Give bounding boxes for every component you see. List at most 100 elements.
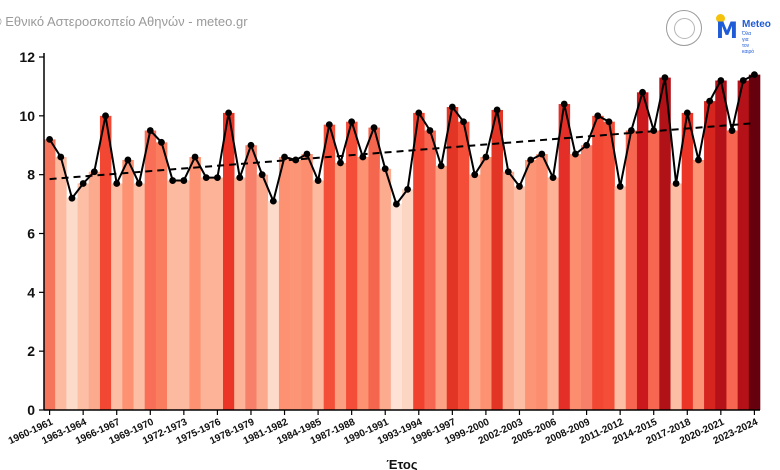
bar bbox=[558, 104, 571, 411]
data-point bbox=[258, 171, 266, 179]
data-point bbox=[247, 141, 255, 149]
bar bbox=[681, 112, 694, 411]
data-point bbox=[572, 150, 579, 158]
bar bbox=[603, 121, 615, 410]
data-point bbox=[359, 153, 367, 161]
data-point bbox=[751, 71, 758, 79]
data-point bbox=[728, 127, 736, 134]
data-point bbox=[370, 124, 378, 131]
data-point bbox=[236, 174, 244, 182]
bar bbox=[592, 115, 604, 410]
bar bbox=[334, 162, 347, 410]
data-point bbox=[605, 118, 613, 126]
bar bbox=[704, 101, 716, 410]
sun-icon bbox=[716, 14, 725, 23]
bar bbox=[301, 154, 313, 410]
data-point bbox=[650, 127, 658, 134]
bar bbox=[390, 204, 403, 410]
data-point bbox=[325, 121, 333, 129]
meteo-logo: M Meteo Όλα για τον καιρό bbox=[712, 14, 780, 55]
series-line bbox=[48, 73, 755, 207]
data-point bbox=[672, 180, 680, 187]
bar bbox=[189, 157, 201, 410]
bar bbox=[670, 183, 682, 410]
data-point bbox=[471, 171, 479, 179]
data-point bbox=[448, 103, 456, 111]
meteo-logo-tagline: Όλα για τον καιρό bbox=[742, 31, 755, 55]
data-point bbox=[124, 156, 132, 164]
bar bbox=[66, 198, 78, 410]
data-point bbox=[180, 177, 188, 184]
bar bbox=[368, 127, 380, 410]
bar bbox=[88, 171, 101, 410]
bar bbox=[357, 157, 369, 410]
y-tick-label: 0 bbox=[27, 402, 35, 418]
data-point bbox=[269, 197, 277, 205]
bar bbox=[144, 130, 157, 410]
bar bbox=[413, 112, 425, 411]
bar bbox=[245, 145, 257, 410]
bar bbox=[715, 80, 727, 411]
data-point bbox=[348, 118, 356, 126]
bar bbox=[636, 92, 649, 411]
data-point bbox=[202, 174, 210, 182]
data-point bbox=[57, 153, 65, 161]
data-point bbox=[225, 109, 232, 117]
data-point bbox=[437, 162, 445, 170]
data-point bbox=[415, 109, 423, 117]
bar bbox=[133, 183, 145, 410]
data-point bbox=[46, 135, 53, 143]
y-tick-label: 8 bbox=[27, 167, 35, 183]
data-point bbox=[504, 168, 512, 176]
data-point bbox=[616, 183, 624, 190]
data-point bbox=[158, 138, 165, 146]
bar bbox=[536, 154, 548, 410]
bar bbox=[502, 171, 515, 410]
bar bbox=[111, 183, 123, 410]
bar bbox=[346, 121, 358, 410]
bar bbox=[457, 121, 470, 410]
bar bbox=[659, 77, 671, 410]
bar bbox=[223, 112, 235, 411]
x-axis-label: Έτος bbox=[386, 457, 417, 470]
data-point bbox=[404, 185, 411, 193]
bar bbox=[446, 107, 459, 410]
bar bbox=[569, 154, 582, 410]
data-point bbox=[214, 174, 221, 182]
data-point bbox=[627, 127, 635, 134]
meteo-m-icon: M bbox=[716, 19, 738, 44]
data-point bbox=[739, 77, 747, 84]
bar bbox=[692, 159, 705, 410]
data-point bbox=[706, 97, 714, 105]
data-point bbox=[281, 153, 288, 161]
source-credit: © Εθνικό Αστεροσκοπείο Αθηνών - meteo.gr bbox=[0, 14, 248, 29]
data-point bbox=[661, 74, 669, 81]
bar bbox=[278, 157, 291, 410]
data-point bbox=[549, 174, 557, 182]
bar bbox=[525, 159, 537, 410]
data-point bbox=[337, 159, 344, 167]
bar bbox=[748, 74, 761, 411]
data-point bbox=[135, 180, 143, 187]
bar bbox=[424, 130, 436, 410]
bar bbox=[648, 130, 660, 410]
data-point bbox=[314, 177, 322, 184]
bar bbox=[200, 177, 213, 410]
bar bbox=[435, 165, 448, 410]
bar bbox=[379, 168, 392, 410]
y-tick-label: 6 bbox=[27, 226, 35, 242]
data-point bbox=[146, 127, 154, 134]
bar bbox=[312, 180, 324, 410]
data-point bbox=[102, 112, 109, 120]
bar bbox=[44, 139, 56, 410]
data-point bbox=[695, 156, 702, 164]
data-point bbox=[516, 183, 523, 190]
data-point bbox=[583, 141, 590, 149]
bar bbox=[469, 174, 481, 410]
bar bbox=[581, 145, 593, 410]
data-point bbox=[169, 177, 177, 184]
bars-group bbox=[44, 74, 761, 411]
bar bbox=[614, 186, 627, 410]
y-tick-label: 2 bbox=[27, 343, 35, 359]
